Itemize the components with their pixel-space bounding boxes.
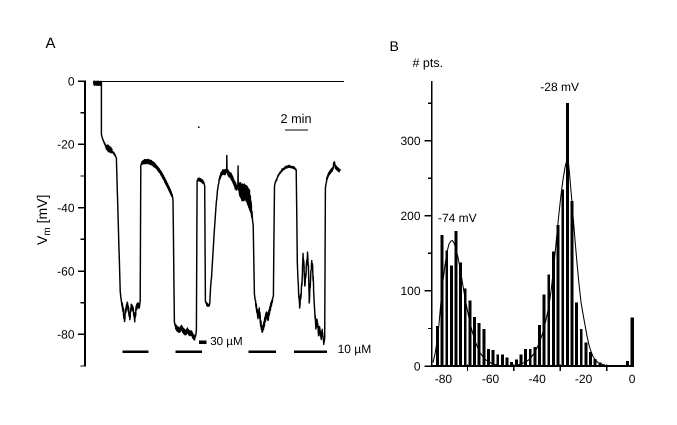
- svg-text:m: m: [42, 227, 53, 235]
- svg-text:-40: -40: [529, 372, 547, 386]
- svg-text:# pts.: # pts.: [413, 56, 444, 70]
- svg-text:0: 0: [68, 74, 75, 88]
- svg-text:2 min: 2 min: [281, 112, 312, 126]
- svg-text:30 µM: 30 µM: [210, 335, 242, 348]
- svg-text:-80: -80: [57, 328, 75, 342]
- svg-text:V: V: [34, 235, 50, 245]
- svg-text:A: A: [46, 35, 56, 52]
- svg-text:B: B: [390, 38, 399, 54]
- svg-text:300: 300: [400, 134, 420, 148]
- svg-text:-74 mV: -74 mV: [438, 211, 477, 225]
- svg-text:-20: -20: [575, 372, 593, 386]
- svg-text:-20: -20: [57, 138, 75, 152]
- svg-text:-60: -60: [482, 372, 500, 386]
- svg-text:-28 mV: -28 mV: [540, 80, 579, 94]
- svg-text:-80: -80: [435, 372, 453, 386]
- svg-text:-60: -60: [57, 264, 75, 278]
- svg-text:0: 0: [414, 360, 421, 374]
- svg-text:10 µM: 10 µM: [338, 342, 372, 356]
- svg-text:100: 100: [400, 284, 420, 298]
- svg-text:0: 0: [629, 372, 636, 386]
- svg-text:[mV]: [mV]: [34, 195, 50, 224]
- svg-text:200: 200: [400, 209, 420, 223]
- svg-text:-40: -40: [57, 201, 75, 215]
